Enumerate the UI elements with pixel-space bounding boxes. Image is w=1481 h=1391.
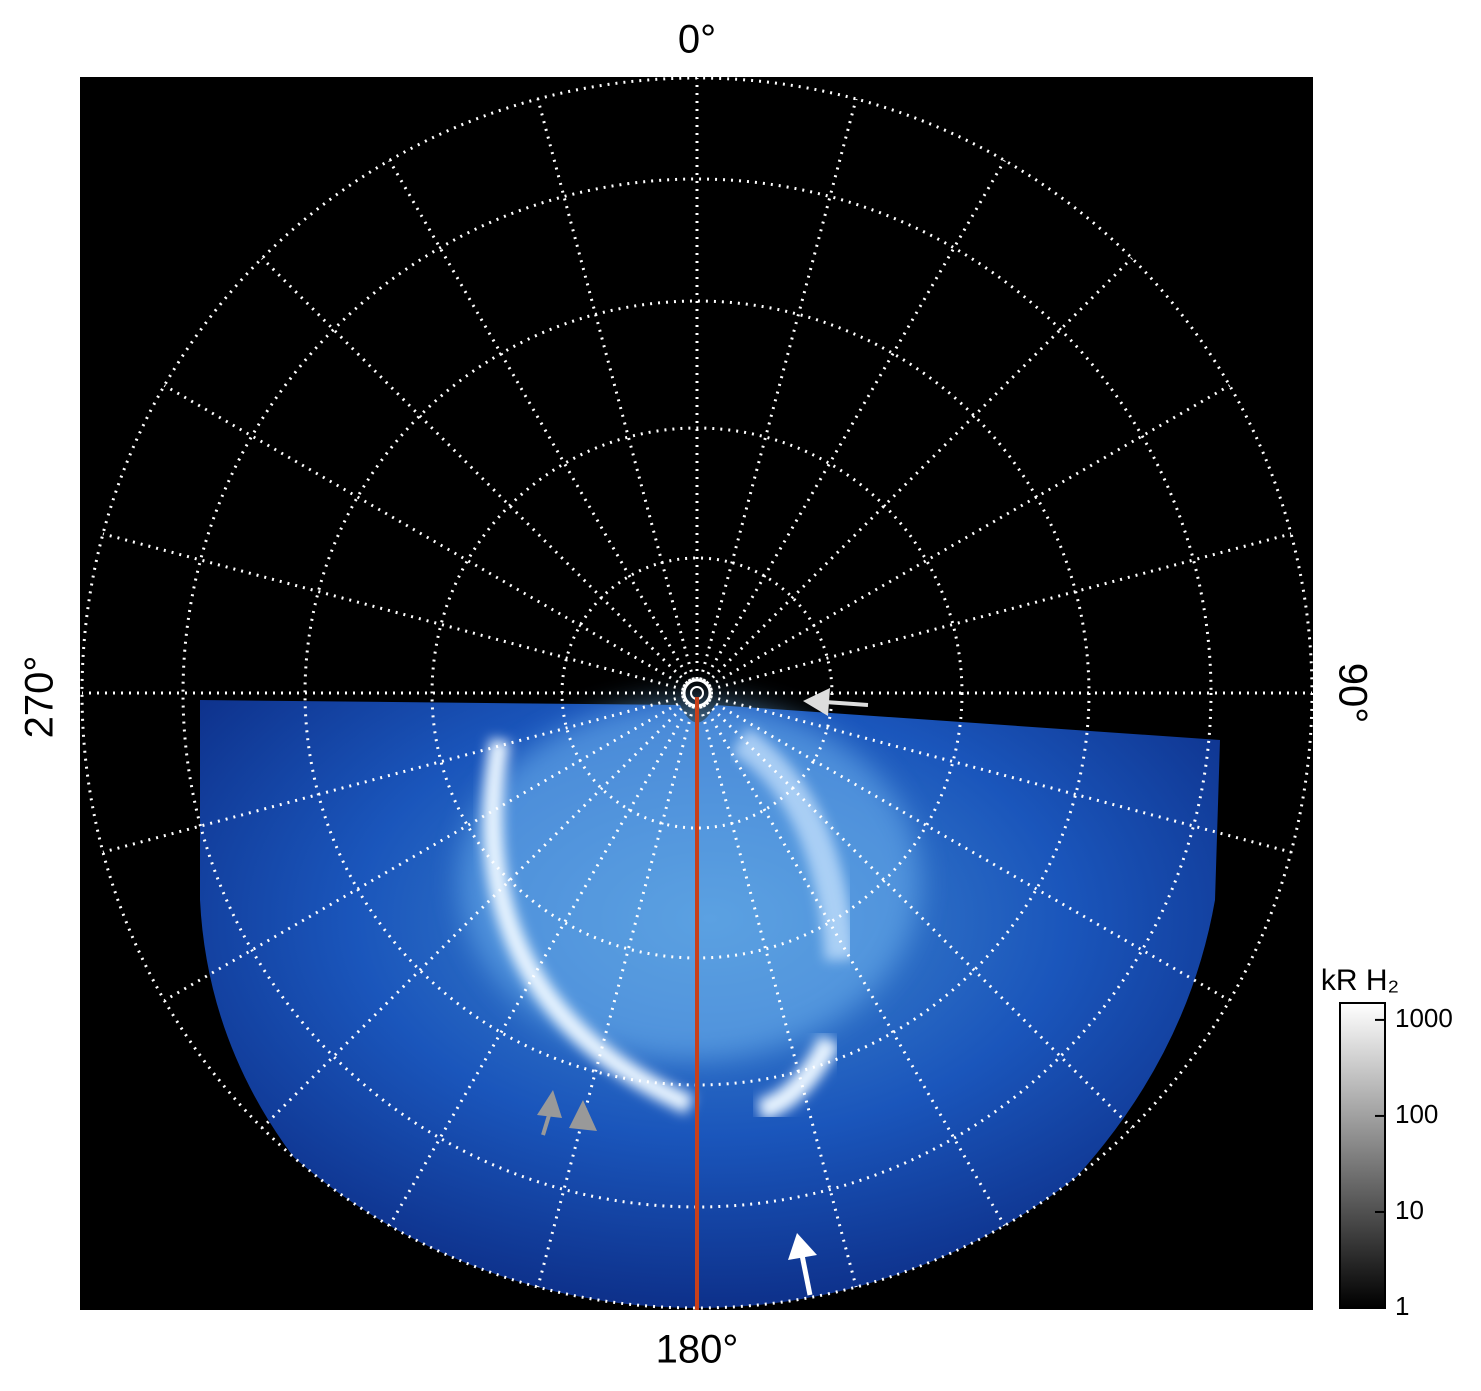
- colorbar-tick-label: 1: [1395, 1291, 1409, 1321]
- aurora-image: [200, 700, 1220, 1308]
- colorbar-tick-label: 100: [1395, 1099, 1438, 1129]
- arrows: [537, 688, 869, 1296]
- angle-label: 0°: [678, 18, 716, 62]
- angle-label: 180°: [656, 1328, 739, 1372]
- colorbar-tick-label: 1000: [1395, 1003, 1453, 1033]
- angle-label: 270°: [18, 656, 62, 739]
- angle-label: 90°: [1330, 663, 1374, 724]
- colorbar: [1339, 1002, 1386, 1309]
- colorbar-tick-label: 10: [1395, 1195, 1424, 1225]
- colorbar-title: kR H₂: [1321, 964, 1399, 997]
